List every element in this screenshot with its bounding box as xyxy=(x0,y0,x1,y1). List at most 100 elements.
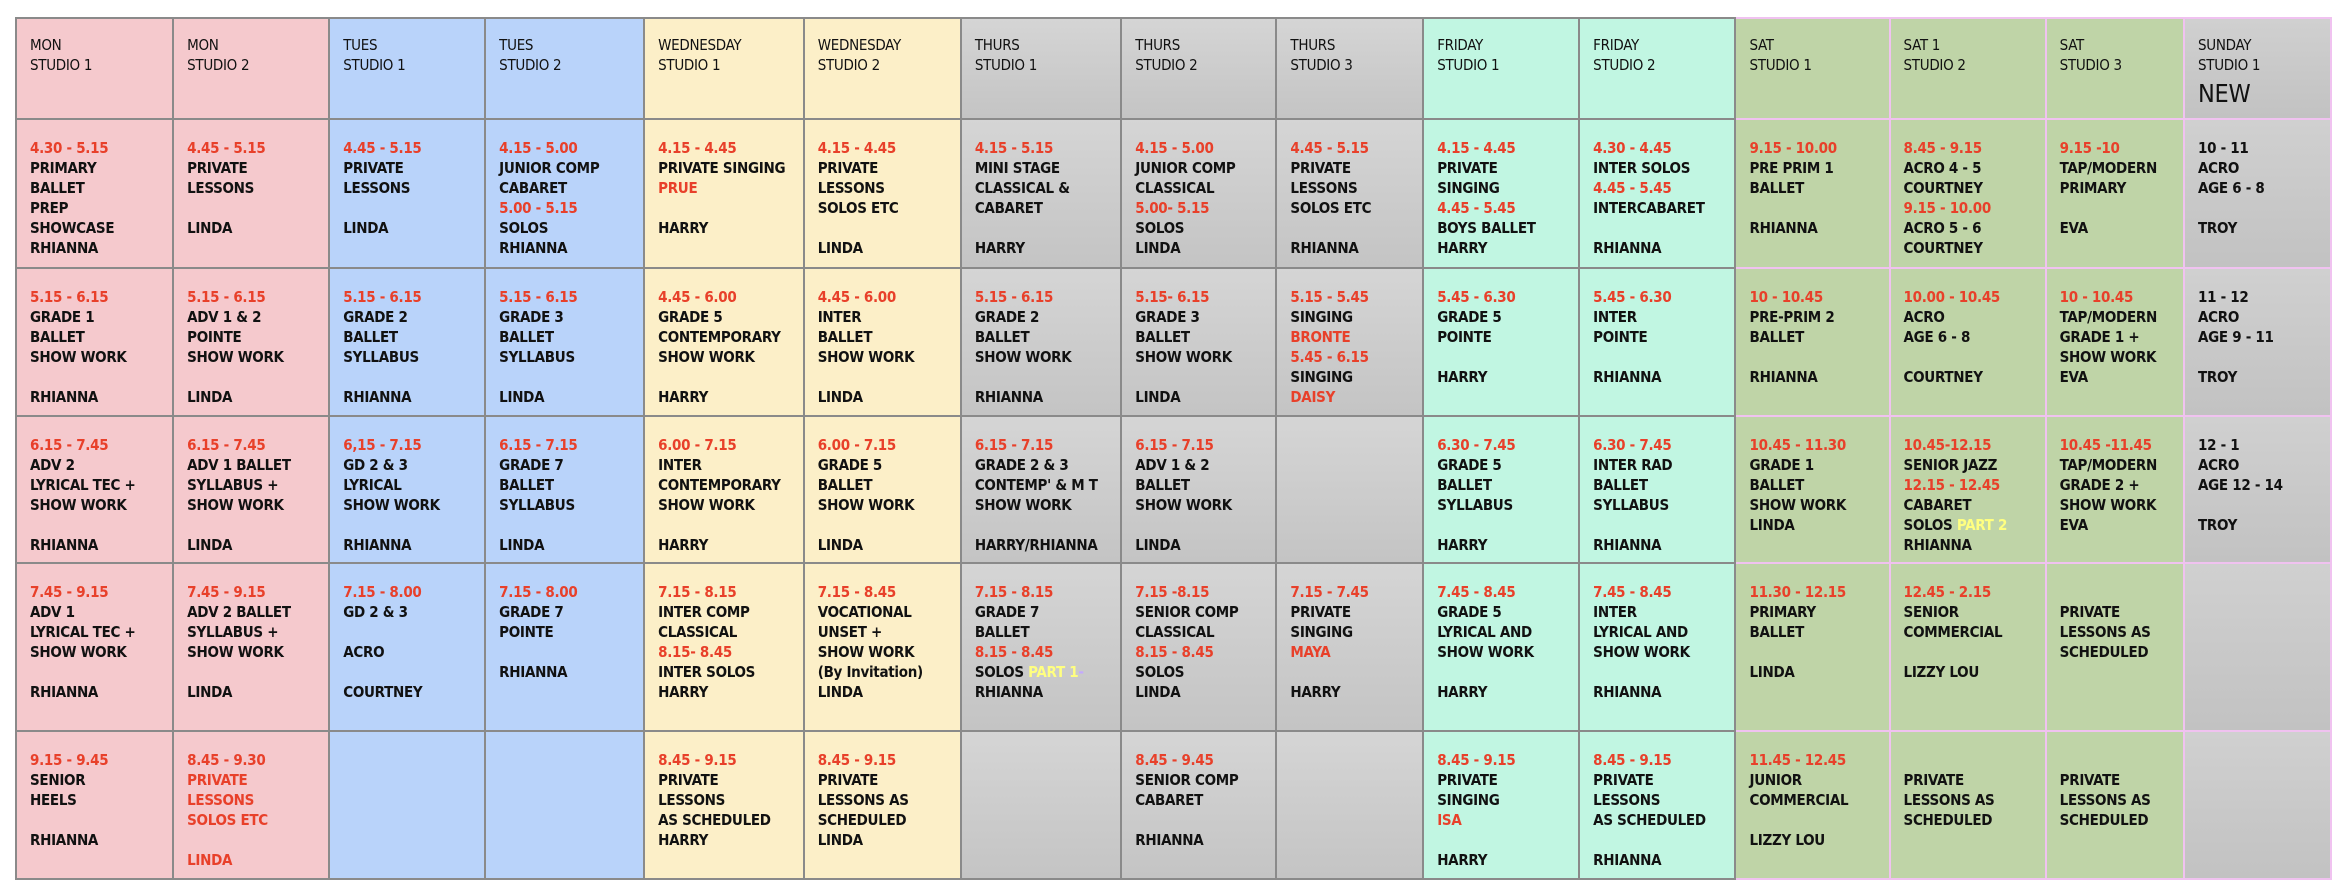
class-line xyxy=(1904,642,2044,662)
class-line: AS SCHEDULED xyxy=(1593,811,1706,829)
class-cell: 7.15 -8.15 SENIOR COMP CLASSICAL 8.15 - 8.4… xyxy=(1120,562,1278,732)
header-day: TUES xyxy=(343,36,378,54)
class-line: SINGING xyxy=(1290,623,1353,641)
class-line xyxy=(658,367,802,387)
class-line: POINTE xyxy=(499,623,554,641)
class-time: 7.15 - 7.45 xyxy=(1290,583,1369,601)
class-time: 11.45 - 12.45 xyxy=(1749,751,1846,769)
class-line: BOYS BALLET xyxy=(1437,219,1536,237)
class-details: 4.30 - 4.45 INTER SOLOS 4.45 - 5.45 INTERCA… xyxy=(1581,121,1733,258)
class-time: 6.15 - 7.15 xyxy=(974,436,1054,454)
class-line xyxy=(1749,642,1887,662)
header-text: WEDNESDAY STUDIO 2 xyxy=(806,20,959,75)
class-time: 9.15 - 10.00 xyxy=(1903,199,1992,217)
class-line: LINDA xyxy=(817,239,863,257)
class-time: 6,15 - 7.15 xyxy=(343,436,422,454)
class-line: CLASSICAL xyxy=(1135,179,1215,197)
class-line: POINTE xyxy=(1593,328,1648,346)
class-line: SYLLABUS xyxy=(343,348,419,366)
class-line xyxy=(1135,367,1274,387)
class-time: 5.15 - 6.15 xyxy=(974,288,1054,306)
class-time: PRIVATE xyxy=(187,771,248,789)
class-cell: 4.30 - 4.45 INTER SOLOS 4.45 - 5.45 INTERCA… xyxy=(1578,118,1737,269)
class-cell: 10 - 11 ACRO AGE 6 - 8 TROY xyxy=(2183,118,2332,269)
class-time: 8.15- 8.45 xyxy=(658,643,733,661)
class-line: LESSONS xyxy=(187,179,255,197)
header-studio: STUDIO 3 xyxy=(2059,56,2122,74)
class-line: SOLOS ETC xyxy=(817,199,899,217)
class-line: SHOW WORK xyxy=(1593,643,1690,661)
class-details: 4.15 - 5.00 JUNIOR COMP CABARET 5.00 - 5.15… xyxy=(487,121,642,258)
class-line xyxy=(975,218,1119,238)
class-cell: 10.45-12.15 SENIOR JAZZ 12.15 - 12.45 CABAR… xyxy=(1888,415,2047,564)
class-time: 4.45 - 5.45 xyxy=(1593,179,1672,197)
class-line: RHIANNA xyxy=(1593,368,1662,386)
class-details: 4.15 - 4.45 PRIVATE SINGING 4.45 - 5.45 BOYS… xyxy=(1425,121,1577,258)
class-line: TAP/MODERN xyxy=(2059,456,2158,474)
class-line xyxy=(343,622,483,642)
header-studio: STUDIO 2 xyxy=(1135,56,1198,74)
class-line: SHOW WORK xyxy=(30,348,127,366)
class-cell: 8.45 - 9.15 ACRO 4 - 5 COURTNEY 9.15 - 10.0… xyxy=(1888,118,2047,269)
class-line: CABARET xyxy=(1903,496,1972,514)
class-line: CONTEMP' & M T xyxy=(974,476,1098,494)
class-line: LINDA xyxy=(499,536,545,554)
class-details xyxy=(2186,565,2329,582)
class-time: PRUE xyxy=(658,179,698,197)
class-line: LESSONS xyxy=(817,179,885,197)
class-line: TROY xyxy=(2198,516,2238,534)
class-line xyxy=(187,830,327,850)
class-line: GRADE 5 xyxy=(1437,603,1502,621)
column-header: MON STUDIO 2 xyxy=(172,17,331,120)
class-line: INTER SOLOS xyxy=(1593,159,1691,177)
class-cell: 5.15 - 6.15 ADV 1 & 2 POINTE SHOW WORK LINDA xyxy=(172,267,331,417)
class-line: COURTNEY xyxy=(1903,239,1983,257)
class-line xyxy=(658,198,802,218)
class-line: LESSONS AS xyxy=(1903,791,1995,809)
column-header: MON STUDIO 1 xyxy=(14,17,175,120)
class-line xyxy=(1749,198,1887,218)
class-line: ADV 1 BALLET xyxy=(187,456,291,474)
column-header: SUNDAY STUDIO 1 NEW xyxy=(2183,17,2332,120)
class-details: 7.15 - 8.15 GRADE 7 BALLET 8.15 - 8.45 SOLOS… xyxy=(963,565,1119,702)
class-line: SCHEDULED xyxy=(817,811,907,829)
class-line: SHOW WORK xyxy=(1135,496,1232,514)
empty-cell xyxy=(484,730,646,880)
class-time: 4.45 - 6.00 xyxy=(817,288,897,306)
class-line: PRIVATE xyxy=(1903,771,1965,789)
header-studio: STUDIO 1 xyxy=(30,56,93,74)
class-time: 4.45 - 5.15 xyxy=(1290,139,1369,157)
class-line: PRIMARY xyxy=(30,159,97,177)
class-line: BALLET xyxy=(1749,179,1805,197)
class-line: LIZZY LOU xyxy=(1903,663,1980,681)
class-line: HARRY xyxy=(658,219,709,237)
class-line: SINGING xyxy=(1290,368,1353,386)
class-line: BALLET xyxy=(1749,328,1805,346)
class-time: 8.45 - 9.45 xyxy=(1135,751,1214,769)
class-time: 11.30 - 12.15 xyxy=(1749,583,1846,601)
class-line: GRADE 3 xyxy=(1135,308,1200,326)
header-text: FRIDAY STUDIO 2 xyxy=(1581,20,1733,75)
class-details: 7.45 - 8.45 INTER LYRICAL AND SHOW WORK RHIA… xyxy=(1581,565,1733,702)
class-line xyxy=(818,367,959,387)
class-time: 4.45 - 5.15 xyxy=(187,139,266,157)
class-details: 6.15 - 7.45 ADV 2 LYRICAL TEC + SHOW WORK RH… xyxy=(18,418,171,555)
time-slot-row: 7.45 - 9.15 ADV 1 LYRICAL TEC + SHOW WORK RH… xyxy=(14,562,2332,732)
class-details: 6.15 - 7.15 ADV 1 & 2 BALLET SHOW WORK LINDA xyxy=(1123,418,1274,555)
class-cell: 5.45 - 6.30 GRADE 5 POINTE HARRY xyxy=(1422,267,1581,417)
class-line xyxy=(187,367,327,387)
class-line: SHOW WORK xyxy=(1135,348,1232,366)
empty-cell xyxy=(2183,730,2332,880)
class-line: SYLLABUS xyxy=(1437,496,1513,514)
class-time: 9.15 -10 xyxy=(2059,139,2120,157)
class-line: INTER COMP xyxy=(658,603,750,621)
class-line: PRIMARY xyxy=(1749,603,1816,621)
class-cell: 11.30 - 12.15 PRIMARY BALLET LINDA xyxy=(1734,562,1891,732)
class-line: BALLET xyxy=(974,623,1030,641)
class-line: GRADE 3 xyxy=(499,308,564,326)
class-line: ACRO 5 - 6 xyxy=(1903,219,1982,237)
class-cell: 4.45 - 5.15 PRIVATE LESSONS LINDA xyxy=(328,118,487,269)
class-line: BALLET xyxy=(1749,623,1805,641)
class-line xyxy=(2198,495,2329,515)
class-line: RHIANNA xyxy=(1593,536,1662,554)
